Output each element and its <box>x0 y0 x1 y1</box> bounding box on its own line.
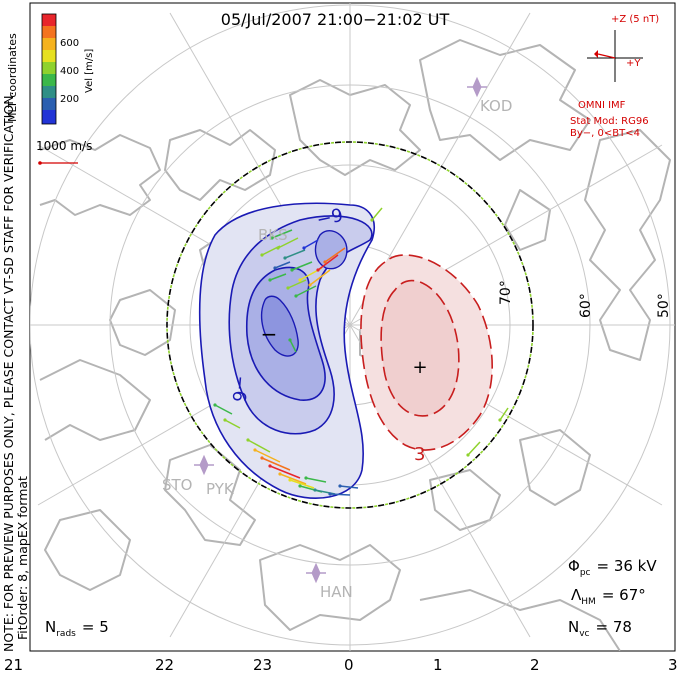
contour-label-pos3: 3 <box>414 444 425 465</box>
imf-indicator: +Z (5 nT) +Y OMNI IMF Stat Mod: RG96 By−… <box>570 14 659 139</box>
fit-order-note: FitOrder: 8, mapEX format <box>15 476 30 640</box>
mlt-labels: 21 22 23 0 1 2 3 <box>4 656 678 674</box>
colorbar-tick-600: 600 <box>60 38 79 49</box>
velocity-vectors <box>213 207 509 496</box>
colorbar-tick-200: 200 <box>60 94 79 105</box>
positive-potential-cell <box>360 254 493 451</box>
imf-stat-mod: Stat Mod: RG96 <box>570 116 649 127</box>
colorbar-axis-label: Vel [m/s] <box>84 49 95 93</box>
contour-label-neg6: −6 <box>228 375 251 403</box>
mlt-label-22: 22 <box>155 656 174 674</box>
mlt-label-1: 1 <box>433 656 443 674</box>
vector-cluster-north <box>260 229 346 298</box>
stat-nrads: Nrads = 5 <box>45 618 109 639</box>
imf-condition: By−, 0<BT<4 <box>570 128 640 139</box>
station-label-sto: STO <box>162 476 193 494</box>
imf-y-label: +Y <box>626 58 641 69</box>
mlt-label-2: 2 <box>530 656 540 674</box>
lat-label-60: 60° <box>578 293 594 318</box>
station-label-bks: BKS <box>258 226 288 244</box>
stat-phi-pc: Φpc = 36 kV <box>568 557 657 578</box>
negative-potential-cell <box>198 202 375 499</box>
potential-min-marker: − <box>261 322 278 346</box>
mlt-label-0: 0 <box>344 656 354 674</box>
scale-vector-label: 1000 m/s <box>36 139 92 153</box>
preview-watermark: NOTE: FOR PREVIEW PURPOSES ONLY, PLEASE … <box>1 91 16 652</box>
station-label-pyk: PYK <box>206 480 235 498</box>
vector-cluster-west <box>213 338 297 429</box>
stat-lambda-hm: ΛHM = 67° <box>571 586 646 607</box>
vector-cluster-south <box>246 438 359 496</box>
station-label-han: HAN <box>320 583 353 601</box>
lat-label-50: 50° <box>656 293 672 318</box>
stat-nvc: Nvc = 78 <box>568 618 632 639</box>
vector-cluster-dawn <box>370 207 509 457</box>
velocity-colorbar: 600 400 200 Vel [m/s] <box>41 13 95 125</box>
imf-z-label: +Z (5 nT) <box>611 14 659 25</box>
mlt-label-21: 21 <box>4 656 23 674</box>
lat-label-70: 70° <box>498 280 514 305</box>
map-statistics: Φpc = 36 kV ΛHM = 67° Nvc = 78 Nrads = 5 <box>45 557 657 639</box>
map-title: 05/Jul/2007 21:00−21:02 UT <box>221 10 450 29</box>
mlt-label-23: 23 <box>253 656 272 674</box>
imf-source: OMNI IMF <box>578 100 626 111</box>
colorbar-tick-400: 400 <box>60 66 79 77</box>
potential-max-marker: + <box>412 357 427 378</box>
mlt-label-3: 3 <box>668 656 678 674</box>
heppner-maynard-boundary <box>166 141 534 509</box>
station-label-kod: KOD <box>480 97 512 115</box>
